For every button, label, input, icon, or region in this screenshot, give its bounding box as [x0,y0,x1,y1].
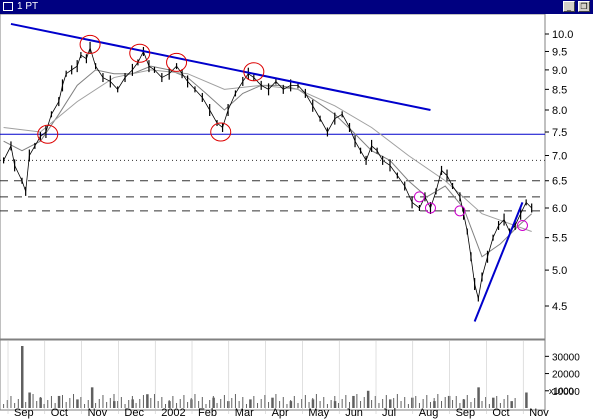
price-tick-label: 8.5 [552,84,567,96]
month-label: Jul [382,407,396,419]
month-label: Sep [456,407,476,419]
system-menu-icon[interactable] [3,2,13,11]
highlight-circle [516,219,528,231]
month-label: Feb [198,407,217,419]
window-title: 1 PT [17,1,39,12]
price-tick-label: 4.5 [552,301,567,313]
highlight-circle [243,62,265,82]
highlight-circle [166,52,188,72]
restore-button[interactable]: ❐ [578,1,590,12]
price-tick-label: 7.5 [552,127,567,139]
price-tick-label: 9.5 [552,46,567,58]
price-tick-label: 6.0 [552,203,567,215]
moving-average-fast-line [3,65,533,258]
price-tick-label: 5.5 [552,233,567,245]
volume-bar [21,346,24,408]
volume-tick-label: 10000 [552,387,580,398]
month-label: Mar [235,407,254,419]
price-tick-label: 5.0 [552,265,567,277]
month-label: Dec [124,407,144,419]
month-label: Jun [345,407,363,419]
highlight-circle [37,124,59,144]
month-label: May [308,407,329,419]
highlight-circle [129,43,151,63]
highlight-circle [79,34,101,54]
volume-bar [146,394,149,408]
price-tick-label: 9.0 [552,65,567,77]
month-label: Aug [419,407,439,419]
price-line [3,46,532,299]
volume-tick-label: 20000 [552,370,580,381]
month-label: Sep [14,407,34,419]
minimize-button[interactable]: _ [563,1,575,12]
highlight-circle [454,205,466,217]
price-tick-label: 10.0 [552,29,573,41]
title-bar[interactable]: 1 PT _ ❐ [0,0,593,14]
price-tick-label: 8.0 [552,105,567,117]
month-label: 2002 [161,407,185,419]
highlight-circle [424,202,436,214]
price-axis-panel [546,14,593,410]
volume-bar [525,392,528,408]
month-label: Oct [51,407,68,419]
volume-bar [447,395,451,408]
month-label: Nov [88,407,108,419]
trendline [10,22,431,111]
price-tick-label: 7.0 [552,150,567,162]
price-tick-label: 6.5 [552,176,567,188]
month-label: Apr [272,407,289,419]
volume-tick-label: 30000 [552,352,580,363]
trendline [473,202,524,322]
highlight-circle [413,191,425,203]
month-label: Nov [529,407,549,419]
highlight-circle [210,122,232,142]
price-plot-area [0,14,546,340]
volume-bar [366,390,370,408]
price-chart[interactable]: 10.0 9.5 9.0 8.5 8.0 7.5 7.0 6.5 6.0 5.5 5.0 4.5 30… [0,14,593,419]
month-label: Oct [492,407,509,419]
volume-multiplier-label: x1000 [549,386,574,396]
